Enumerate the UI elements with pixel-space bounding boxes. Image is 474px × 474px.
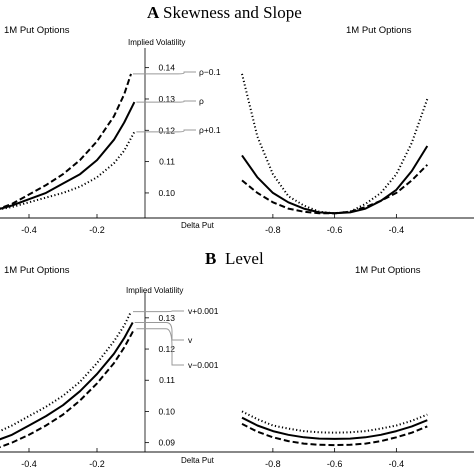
- section-a-letter: A: [147, 3, 160, 22]
- y-tick-label: 0.10: [158, 406, 175, 416]
- curve-label: ρ+0.1: [199, 125, 221, 135]
- section-b-title: Level: [225, 249, 264, 268]
- x-tick-label: -0.4: [389, 459, 405, 469]
- curve-label-leader: [136, 129, 196, 133]
- curve-label-leader: [134, 322, 184, 341]
- section-b-letter: B: [205, 249, 216, 268]
- x-tick-label: -0.6: [327, 459, 343, 469]
- y-tick-label: 0.11: [159, 157, 175, 167]
- x-tick-label: -0.8: [265, 459, 281, 469]
- curve-label: v+0.001: [188, 306, 219, 316]
- series-line-dotted: [0, 311, 132, 433]
- y-tick-label: 0.14: [158, 63, 175, 73]
- panel-a-y-axis-label: Implied Volatility: [128, 38, 185, 47]
- curve-label-leader: [133, 71, 196, 75]
- x-tick-label: -0.8: [265, 225, 281, 235]
- curve-label: ρ: [199, 96, 204, 106]
- panel-b-x-axis-label: Delta Put: [181, 456, 215, 465]
- series-line-solid: [0, 322, 134, 441]
- series-line-dashed: [0, 73, 132, 210]
- x-tick-label: -0.4: [389, 225, 405, 235]
- panel-b-y-axis-label: Implied Volatility: [126, 286, 183, 295]
- series-line-dashed: [241, 423, 428, 447]
- panel-b-left-title: 1M Put Options: [4, 265, 70, 276]
- section-a-title: Skewness and Slope: [163, 3, 302, 22]
- y-tick-label: 0.13: [158, 94, 175, 104]
- curve-label-leader: [136, 100, 196, 103]
- y-tick-label: 0.12: [158, 125, 175, 135]
- x-tick-label: -0.6: [327, 225, 343, 235]
- x-tick-label: -0.4: [21, 459, 37, 469]
- curve-label: v−0.001: [188, 360, 219, 370]
- panel-3: -0.8 -0.6 -0.4: [0, 410, 474, 469]
- series-line-dotted: [0, 131, 136, 211]
- y-tick-label: 0.09: [158, 438, 175, 448]
- x-tick-label: -0.2: [89, 459, 105, 469]
- curve-label-leader: [133, 310, 184, 313]
- y-tick-label: 0.13: [158, 313, 175, 323]
- curve-label: v: [188, 335, 193, 345]
- curve-label: ρ−0.1: [199, 67, 221, 77]
- series-line-solid: [0, 101, 136, 210]
- x-tick-label: -0.4: [21, 225, 37, 235]
- panel-a-right-title: 1M Put Options: [346, 25, 412, 36]
- panel-b-right-title: 1M Put Options: [355, 265, 421, 276]
- series-line-solid: [241, 145, 429, 215]
- y-tick-label: 0.11: [159, 375, 175, 385]
- panel-2: -0.4 -0.2 0.09 0.10 0.11 0.12 0.13 v+0.001 v v−0.…: [0, 292, 474, 469]
- x-tick-label: -0.2: [89, 225, 105, 235]
- series-line-dotted: [241, 73, 429, 215]
- curve-label-leader: [136, 328, 184, 366]
- panel-a-left-title: 1M Put Options: [4, 25, 70, 36]
- y-tick-label: 0.10: [158, 188, 175, 198]
- y-tick-label: 0.12: [158, 344, 175, 354]
- panel-0: -0.4 -0.2 0.10 0.11 0.12 0.13 0.14 ρ−0.1 ρ ρ+0.1: [0, 48, 474, 235]
- panel-1: -0.8 -0.6 -0.4: [0, 73, 474, 235]
- series-line-dashed: [0, 328, 136, 449]
- series-line-dotted: [241, 410, 428, 434]
- series-line-solid: [241, 416, 428, 440]
- panel-a-x-axis-label: Delta Put: [181, 221, 215, 230]
